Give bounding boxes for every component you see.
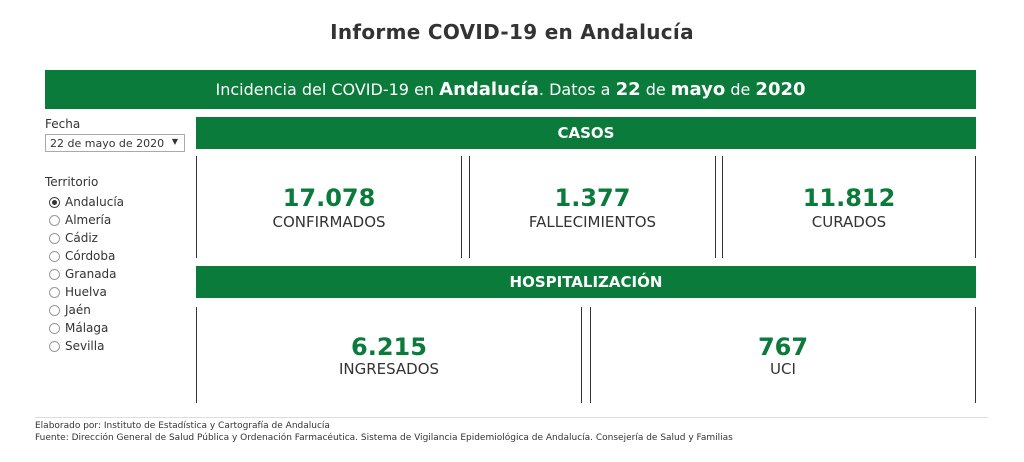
footer-fuente: Fuente: Dirección General de Salud Públi… — [35, 433, 733, 443]
hospitalizacion-header: HOSPITALIZACIÓN — [196, 266, 976, 298]
radio-option-andalucia[interactable]: Andalucía — [49, 193, 124, 211]
radio-label: Granada — [65, 267, 117, 281]
radio-option-sevilla[interactable]: Sevilla — [49, 337, 124, 355]
curados-panel: 11.812 CURADOS — [722, 156, 976, 258]
radio-option-almeria[interactable]: Almería — [49, 211, 124, 229]
radio-label: Andalucía — [65, 195, 125, 209]
ingresados-label: INGRESADOS — [338, 360, 440, 378]
uci-label: UCI — [770, 360, 796, 378]
ingresados-value: 6.215 — [351, 333, 427, 361]
curados-label: CURADOS — [811, 213, 887, 231]
casos-header: CASOS — [196, 117, 976, 149]
radio-label: Cádiz — [65, 231, 98, 245]
banner-text: de — [725, 80, 756, 99]
incidence-banner: Incidencia del COVID-19 en Andalucía. Da… — [45, 70, 976, 109]
radio-label: Málaga — [65, 321, 109, 335]
banner-text: de — [640, 80, 671, 99]
radio-label: Huelva — [65, 285, 107, 299]
fallecimientos-panel: 1.377 FALLECIMIENTOS — [469, 156, 716, 258]
confirmados-value: 17.078 — [282, 184, 376, 212]
radio-label: Almería — [65, 213, 112, 227]
radio-label: Sevilla — [65, 339, 105, 353]
footer-elaborado: Elaborado por: Instituto de Estadística … — [35, 421, 330, 431]
banner-region: Andalucía — [439, 79, 539, 100]
radio-icon — [49, 286, 60, 298]
fecha-label: Fecha — [45, 117, 81, 131]
fallecimientos-value: 1.377 — [554, 184, 631, 212]
banner-year: 2020 — [755, 79, 806, 100]
ingresados-panel: 6.215 INGRESADOS — [196, 307, 582, 403]
confirmados-panel: 17.078 CONFIRMADOS — [196, 156, 462, 258]
radio-icon — [49, 268, 60, 280]
confirmados-label: CONFIRMADOS — [272, 213, 386, 231]
page-title: Informe COVID-19 en Andalucía — [330, 20, 694, 44]
radio-option-granada[interactable]: Granada — [49, 265, 124, 283]
radio-icon — [49, 340, 60, 352]
radio-label: Córdoba — [65, 249, 116, 263]
curados-value: 11.812 — [802, 184, 896, 212]
radio-option-jaen[interactable]: Jaén — [49, 301, 124, 319]
radio-icon — [49, 232, 60, 244]
radio-option-huelva[interactable]: Huelva — [49, 283, 124, 301]
uci-panel: 767 UCI — [590, 307, 976, 403]
radio-option-cordoba[interactable]: Córdoba — [49, 247, 124, 265]
banner-month: mayo — [670, 79, 726, 100]
radio-icon — [49, 214, 60, 226]
banner-text: Incidencia del COVID-19 en — [215, 80, 440, 99]
radio-option-malaga[interactable]: Málaga — [49, 319, 124, 337]
radio-option-cadiz[interactable]: Cádiz — [49, 229, 124, 247]
banner-day: 22 — [615, 79, 641, 100]
radio-label: Jaén — [65, 303, 91, 317]
territorio-label: Territorio — [45, 175, 99, 189]
radio-icon — [49, 322, 60, 334]
radio-selected-icon — [49, 196, 60, 208]
radio-icon — [49, 250, 60, 262]
fecha-dropdown[interactable]: 22 de mayo de 2020 ▼ — [45, 134, 185, 152]
fecha-value: 22 de mayo de 2020 — [50, 137, 165, 150]
footer-divider — [35, 417, 988, 418]
fallecimientos-label: FALLECIMIENTOS — [528, 213, 657, 231]
banner-text: . Datos a — [538, 80, 616, 99]
chevron-down-icon: ▼ — [171, 137, 178, 146]
uci-value: 767 — [757, 333, 809, 361]
territorio-radio-group: Andalucía Almería Cádiz Córdoba Granada … — [49, 193, 124, 355]
radio-icon — [49, 304, 60, 316]
